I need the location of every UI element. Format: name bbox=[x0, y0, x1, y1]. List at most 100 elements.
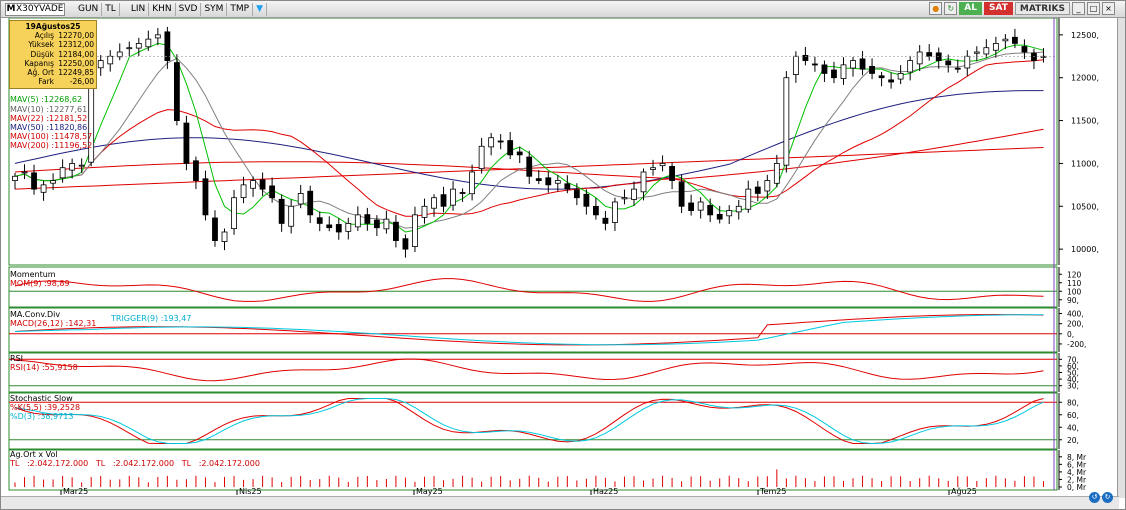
vol-tick-label: 2, Mr bbox=[1067, 475, 1087, 484]
candle-body bbox=[421, 205, 428, 218]
mav10-legend: MAV(10) :12277,61 bbox=[10, 105, 88, 114]
candle-body bbox=[431, 197, 437, 209]
khn-button[interactable]: KHN bbox=[149, 2, 176, 16]
info-key: Açılış bbox=[34, 31, 54, 40]
candle-body bbox=[59, 167, 66, 179]
symbol-input[interactable] bbox=[16, 3, 64, 15]
mav50-legend: MAV(50) :11820,86 bbox=[10, 123, 88, 132]
candle-body bbox=[545, 177, 552, 186]
candle-body bbox=[783, 77, 790, 166]
chart-toolbar: M GUN TL LIN KHN SVD SYM TMP ▼ ● ↻ AL SA… bbox=[1, 1, 1125, 18]
candle-body bbox=[602, 217, 609, 224]
chart-canvas[interactable]: 12500,12000,11500,11000,10500,10000,1201… bbox=[1, 18, 1119, 496]
lin-button[interactable]: LIN bbox=[128, 2, 150, 16]
month-label: Ağu25 bbox=[951, 487, 977, 496]
tmp-button[interactable]: TMP bbox=[227, 2, 254, 16]
candle-body bbox=[878, 75, 885, 79]
candle-body bbox=[459, 192, 466, 194]
macd-tick-label: 400, bbox=[1067, 310, 1084, 319]
candle-body bbox=[364, 214, 371, 224]
info-key: Yüksek bbox=[28, 40, 54, 50]
rsi-tick-label: 30, bbox=[1067, 382, 1079, 391]
candle-body bbox=[697, 201, 704, 211]
stoch-panel bbox=[8, 392, 1058, 450]
macd-title: MA.Conv.Div bbox=[10, 310, 61, 319]
vol-panel bbox=[8, 449, 1058, 491]
twitter-icon[interactable]: ▼ bbox=[253, 2, 268, 16]
candle-body bbox=[650, 167, 656, 170]
candle-body bbox=[21, 171, 28, 174]
svd-button[interactable]: SVD bbox=[176, 2, 202, 16]
vol-legend: TL :2.042.172.000 TL :2.042.172.000 TL :… bbox=[10, 459, 260, 468]
month-label: Tem25 bbox=[759, 487, 786, 496]
stoch-tick-label: 60, bbox=[1067, 411, 1079, 420]
right-scrollbar[interactable] bbox=[1117, 18, 1125, 498]
candle-body bbox=[583, 193, 590, 207]
candle-body bbox=[97, 60, 104, 69]
candle-body bbox=[631, 188, 637, 200]
macd-tick-label: 0, bbox=[1067, 330, 1074, 339]
momentum-legend: MOM(9) :98,89 bbox=[10, 279, 70, 288]
candle-body bbox=[812, 63, 818, 66]
buy-button[interactable]: AL bbox=[959, 2, 982, 15]
info-key: Kapanış bbox=[24, 58, 54, 68]
candle-body bbox=[259, 179, 266, 190]
candle-body bbox=[659, 163, 666, 167]
currency-tl-button[interactable]: TL bbox=[102, 2, 120, 16]
stoch-tick-label: 40, bbox=[1067, 423, 1079, 432]
candle-body bbox=[792, 55, 799, 75]
mav100-legend: MAV(100) :11478,57 bbox=[10, 132, 93, 141]
candle-body bbox=[354, 214, 361, 228]
rsi-legend: RSI(14) :55,9158 bbox=[10, 363, 78, 372]
symbol-box[interactable]: M bbox=[5, 2, 65, 16]
stoch-title: Stochastic Slow bbox=[10, 394, 73, 403]
candle-body bbox=[926, 52, 933, 57]
vol-title: Ag.Ort x Vol bbox=[10, 450, 58, 459]
momentum-tick-label: 90, bbox=[1067, 296, 1079, 305]
candle-body bbox=[193, 160, 199, 181]
sell-button[interactable]: SAT bbox=[984, 2, 1013, 15]
candle-body bbox=[450, 188, 456, 206]
info-value: 12184,00 bbox=[58, 49, 94, 59]
horizontal-scrollbar[interactable] bbox=[1, 496, 1119, 509]
maximize-icon[interactable]: □ bbox=[1087, 2, 1100, 15]
info-date: 19Ağustos25 bbox=[25, 22, 81, 31]
candle-body bbox=[1040, 55, 1047, 58]
vol-tick-label: 0, Mr bbox=[1067, 483, 1087, 492]
candle-body bbox=[754, 186, 761, 194]
stoch-k-legend: %K(5,5) :39,2528 bbox=[10, 403, 81, 412]
candle-body bbox=[402, 238, 409, 250]
period-gun-button[interactable]: GUN bbox=[75, 2, 103, 16]
minimize-icon[interactable]: _ bbox=[1072, 2, 1085, 15]
candle-body bbox=[802, 54, 809, 61]
stoch-tick-label: 20, bbox=[1067, 436, 1079, 445]
sym-button[interactable]: SYM bbox=[201, 2, 228, 16]
info-key: Ağ. Ort bbox=[27, 68, 54, 78]
candle-body bbox=[840, 64, 847, 79]
candle-body bbox=[145, 38, 152, 48]
price-tick-label: 10500, bbox=[1071, 202, 1099, 211]
nav-forward-icon[interactable]: ↻ bbox=[1102, 492, 1113, 503]
candle-body bbox=[107, 55, 114, 65]
vol-tick-label: 6, Mr bbox=[1067, 460, 1087, 469]
candle-body bbox=[488, 137, 495, 148]
candle-body bbox=[154, 34, 161, 39]
candle-body bbox=[516, 151, 523, 156]
close-icon[interactable]: × bbox=[1102, 2, 1115, 15]
candle-body bbox=[954, 67, 961, 70]
info-value: 12249,85 bbox=[58, 68, 94, 78]
candle-body bbox=[1031, 52, 1037, 61]
candle-body bbox=[507, 140, 514, 156]
candle-body bbox=[202, 178, 209, 216]
macd-legend: MACD(26,12) :142,31 bbox=[10, 319, 97, 328]
rsi-tick-label: 70, bbox=[1067, 355, 1079, 364]
alarm-icon[interactable]: ● bbox=[929, 2, 943, 15]
refresh-icon[interactable]: ↻ bbox=[944, 2, 958, 15]
menu-glyph[interactable]: M bbox=[6, 4, 16, 14]
nav-buttons: ↺ ↻ bbox=[1089, 492, 1113, 503]
momentum-line bbox=[14, 278, 1044, 302]
price-tick-label: 12000, bbox=[1071, 74, 1099, 83]
nav-back-icon[interactable]: ↺ bbox=[1089, 492, 1100, 503]
candle-body bbox=[850, 60, 856, 69]
